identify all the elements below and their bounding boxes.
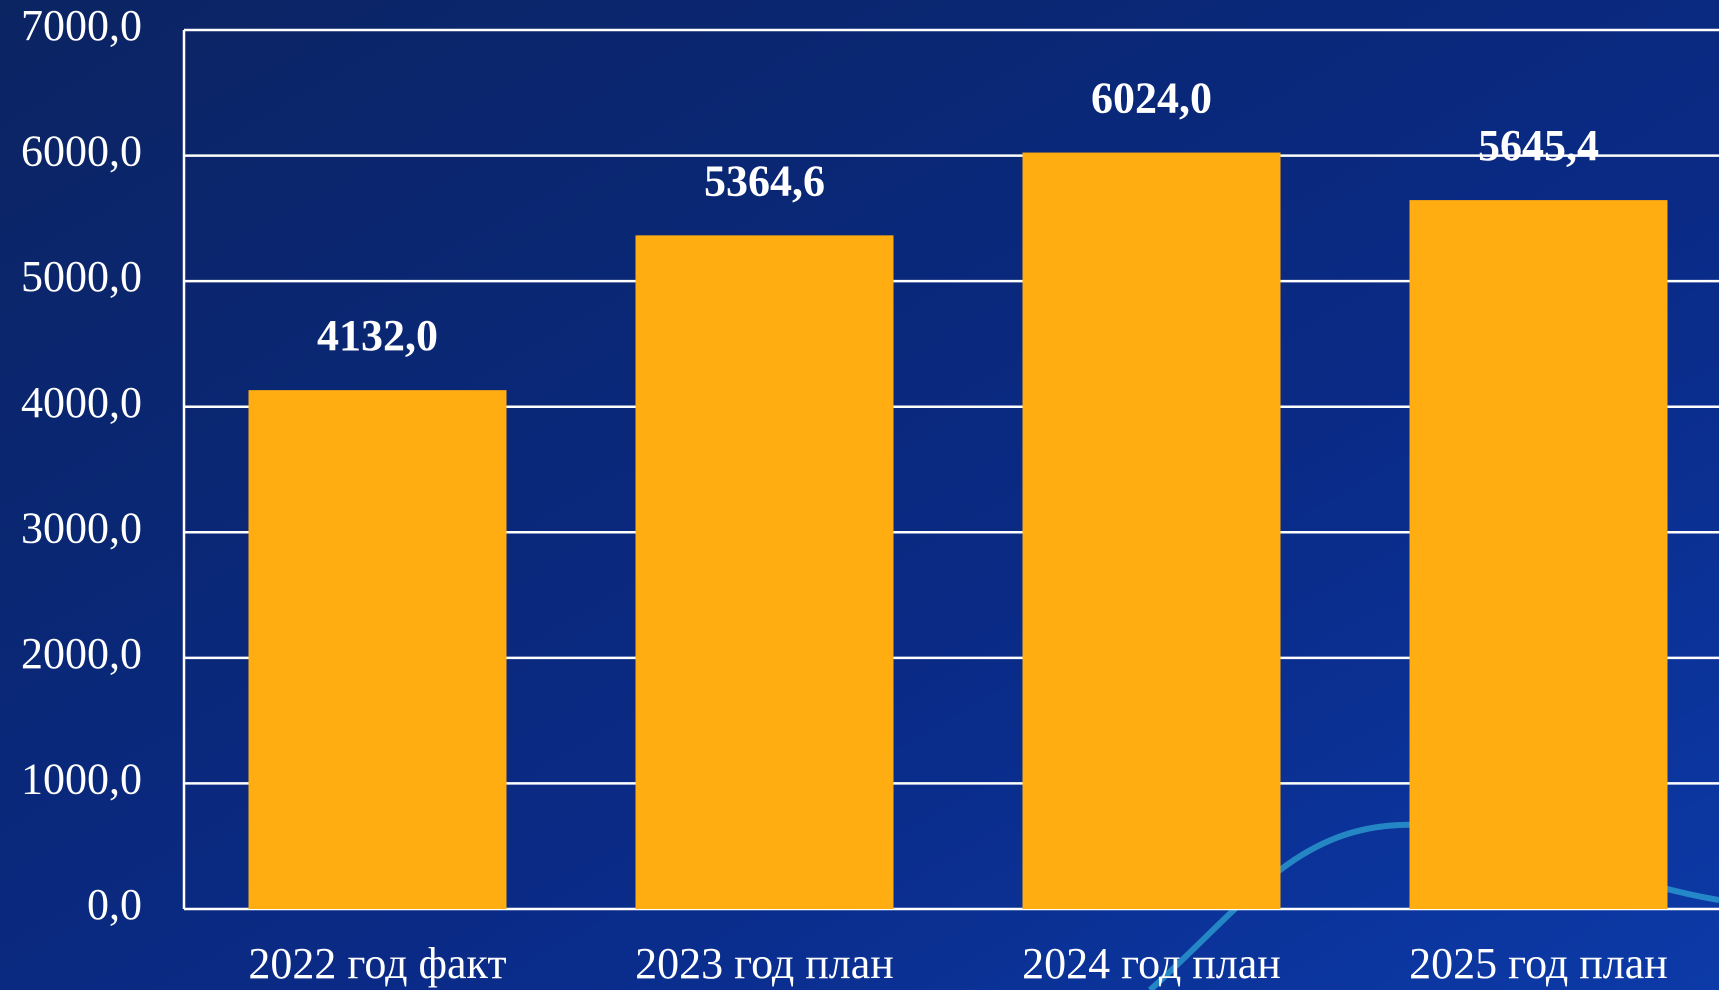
x-tick-label: 2024 год план	[1022, 939, 1281, 988]
y-tick-label: 6000,0	[21, 127, 142, 176]
y-tick-label: 2000,0	[21, 629, 142, 678]
y-tick-label: 0,0	[87, 880, 142, 929]
bar	[1409, 200, 1668, 909]
y-tick-label: 4000,0	[21, 378, 142, 427]
bar	[248, 390, 507, 909]
bar	[635, 235, 894, 910]
value-label: 5645,4	[1478, 121, 1599, 170]
value-label: 6024,0	[1091, 74, 1212, 123]
y-tick-label: 5000,0	[21, 252, 142, 301]
y-tick-label: 7000,0	[21, 1, 142, 50]
x-tick-label: 2025 год план	[1409, 939, 1668, 988]
y-tick-label: 1000,0	[21, 755, 142, 804]
value-label: 4132,0	[317, 311, 438, 360]
x-tick-label: 2022 год факт	[248, 939, 506, 988]
bar	[1022, 152, 1281, 909]
value-label: 5364,6	[704, 156, 825, 205]
y-tick-label: 3000,0	[21, 503, 142, 552]
x-tick-label: 2023 год план	[635, 939, 894, 988]
